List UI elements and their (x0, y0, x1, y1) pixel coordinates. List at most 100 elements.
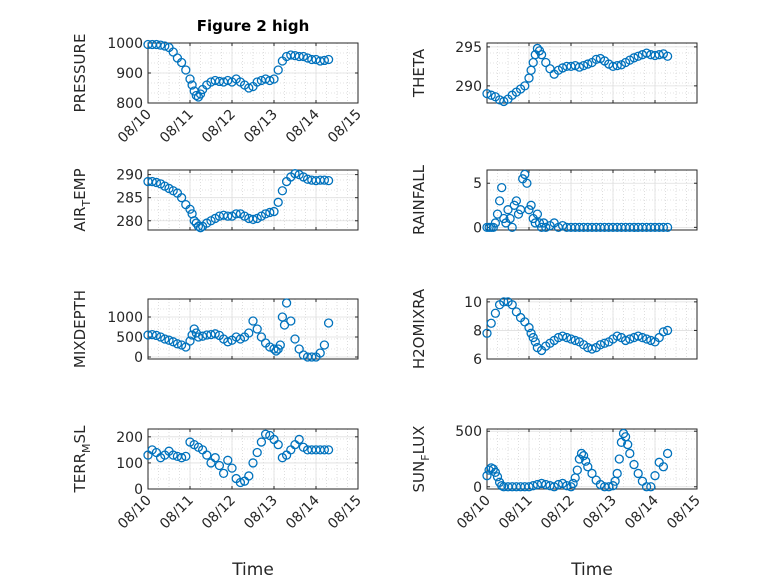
data-point (273, 65, 283, 75)
data-point (298, 51, 309, 62)
data-point (499, 297, 509, 307)
data-point (290, 334, 300, 344)
data-point (646, 335, 656, 346)
data-point (164, 335, 174, 345)
subplot-pressure: 800 900 1000 08/10 08/11 08/12 08/13 08/14 08/15… (71, 17, 365, 146)
data-point (497, 182, 507, 193)
data-point (608, 481, 618, 491)
data-point (286, 445, 296, 455)
y-tick-label: 6 (473, 352, 482, 368)
subplot-h2omixra: 6 8 10 H2OMIXRA (410, 288, 698, 369)
x-tick-label: 08/10 (115, 107, 155, 147)
y-tick-label: 0 (134, 350, 143, 366)
x-tick-label: 08/10 (454, 493, 494, 533)
data-point (507, 222, 517, 233)
data-point (210, 329, 220, 339)
data-point (526, 65, 536, 75)
y-tick-label: 0 (473, 480, 482, 496)
y-axis-label: PRESSURE (71, 34, 89, 113)
subplot-theta: 290 295 THETA (410, 40, 698, 107)
data-point (576, 448, 587, 459)
data-point (623, 439, 633, 450)
y-tick-label: 1000 (107, 310, 143, 326)
data-point (482, 328, 492, 338)
x-axis-label: Time (231, 560, 274, 580)
data-point (323, 54, 334, 65)
data-point (482, 471, 492, 481)
data-point (524, 205, 534, 215)
data-point (520, 81, 530, 91)
data-point (633, 331, 643, 341)
data-point (286, 316, 296, 326)
data-point (248, 316, 258, 326)
data-point (248, 214, 258, 225)
data-point (662, 222, 673, 233)
y-axis-label: THETA (410, 48, 428, 98)
data-point (583, 59, 593, 69)
data-point (486, 318, 496, 328)
data-point (151, 330, 162, 341)
data-point (614, 454, 624, 464)
data-point (620, 335, 631, 346)
data-point (265, 75, 275, 86)
data-point (650, 471, 660, 481)
data-point (176, 57, 187, 68)
data-point (160, 334, 170, 344)
data-point (244, 328, 254, 338)
y-tick-label: 500 (116, 330, 143, 346)
y-tick-label: 295 (455, 40, 482, 56)
x-tick-label: 08/12 (199, 107, 239, 147)
y-tick-label: 5 (473, 176, 482, 192)
x-tick-label: 08/15 (325, 107, 365, 147)
data-point (486, 90, 496, 100)
data-point (494, 196, 505, 206)
data-point (536, 478, 547, 489)
subplot-terr-msl: 0 100 200 08/10 08/11 08/12 08/13 08/14 08/15 TER… (71, 425, 365, 580)
data-point (281, 298, 292, 308)
data-point (562, 481, 572, 491)
data-point (202, 450, 212, 460)
data-point (499, 213, 509, 224)
data-point (195, 89, 206, 99)
y-tick-label: 900 (116, 66, 143, 82)
subplot-sun-flux: 0 500 08/10 08/11 08/12 08/13 08/14 08/15 SUNFLU… (410, 424, 704, 580)
data-point (658, 222, 669, 233)
x-tick-label: 08/14 (622, 492, 662, 532)
data-point (187, 80, 197, 90)
x-tick-label: 08/14 (283, 106, 323, 146)
data-point (269, 206, 279, 217)
x-tick-label: 08/15 (325, 493, 365, 533)
data-point (633, 468, 643, 479)
data-point (168, 337, 178, 347)
y-tick-label: 100 (116, 456, 143, 472)
data-point (641, 48, 652, 58)
data-point (570, 335, 580, 346)
data-point (176, 453, 187, 463)
data-point (214, 460, 225, 471)
data-point (541, 57, 551, 68)
data-point (492, 472, 503, 482)
data-point (511, 307, 522, 317)
data-point (484, 465, 494, 475)
data-point (520, 169, 530, 180)
data-point (319, 340, 330, 350)
y-tick-label: 290 (116, 168, 143, 184)
data-point (235, 477, 246, 488)
data-point (522, 178, 532, 188)
data-point (147, 176, 157, 187)
y-axis-label: SUNFLUX (410, 426, 432, 493)
data-point (637, 476, 648, 486)
data-point (490, 467, 501, 477)
data-point (526, 200, 536, 210)
data-point (269, 74, 279, 84)
data-point (578, 60, 589, 71)
data-point (583, 462, 593, 472)
axes-box (486, 169, 698, 231)
x-tick-label: 08/12 (199, 493, 239, 533)
data-point (185, 204, 195, 214)
data-point (574, 62, 585, 72)
data-point (235, 334, 246, 344)
x-axis-label: Time (570, 560, 613, 580)
data-point (526, 328, 536, 338)
data-point (490, 308, 501, 318)
